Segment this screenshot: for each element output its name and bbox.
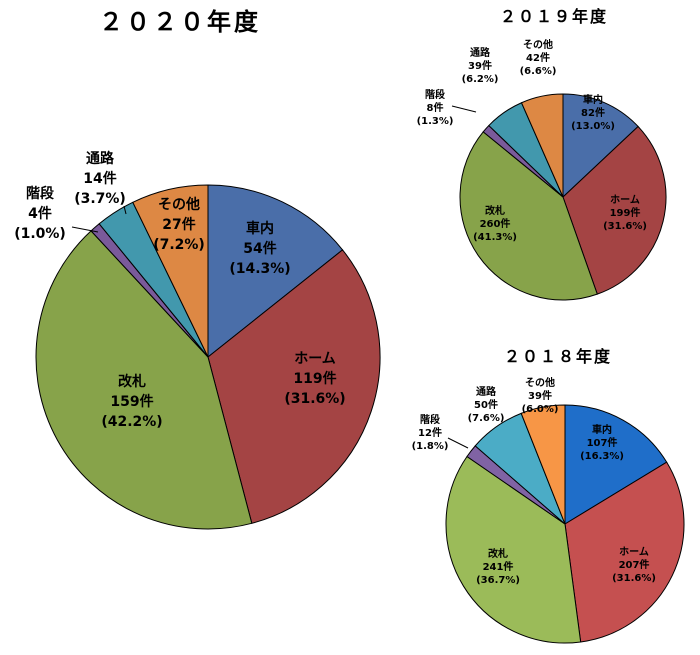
pie-slice <box>564 461 685 643</box>
data-label: 改札 241件(36.7%) <box>476 547 520 586</box>
data-label: ホーム 199件(31.6%) <box>603 194 647 232</box>
data-label: 改札 260件(41.3%) <box>473 204 517 243</box>
data-label: 車内 82件(13.0%) <box>571 93 615 132</box>
data-label: 車内 54件(14.3%) <box>229 220 290 277</box>
data-label: 階段 12件(1.8%) <box>412 413 449 452</box>
pie-slice <box>562 125 667 295</box>
leader-line <box>123 205 127 215</box>
data-label: 階段 4件(1.0%) <box>14 185 66 242</box>
pie-slice <box>207 249 381 524</box>
chart-title: ２０２０年度 <box>99 8 261 36</box>
chart-title: ２０１９年度 <box>500 7 608 26</box>
pie-slice <box>562 93 639 199</box>
data-label: 車内 107件(16.3%) <box>580 423 624 462</box>
pie-slice <box>132 184 209 358</box>
data-label: 階段 8件(1.3%) <box>417 88 454 127</box>
pie-slice <box>520 404 566 525</box>
data-label: その他 39件(6.0%) <box>522 376 559 415</box>
leader-line <box>451 105 477 113</box>
data-label: 通路 14件(3.7%) <box>74 150 126 207</box>
pie-slice <box>520 93 564 198</box>
pie-slice <box>564 404 668 525</box>
data-label: その他 42件(6.6%) <box>520 38 557 77</box>
pie-slice <box>207 184 344 359</box>
data-label: その他 27件(7.2%) <box>153 196 205 253</box>
data-label: ホーム 207件(31.6%) <box>612 546 656 584</box>
data-label: 通路 50件(7.6%) <box>468 385 505 424</box>
pie-slice <box>459 131 598 301</box>
chart-title: ２０１８年度 <box>504 347 612 366</box>
pie-slice <box>445 455 582 644</box>
data-label: 通路 39件(6.2%) <box>462 46 499 85</box>
leader-line <box>447 437 469 449</box>
data-label: 改札 159件(42.2%) <box>101 373 162 430</box>
pie-slice <box>35 230 253 530</box>
data-label: ホーム 119件(31.6%) <box>284 351 345 407</box>
leader-line <box>71 226 99 233</box>
